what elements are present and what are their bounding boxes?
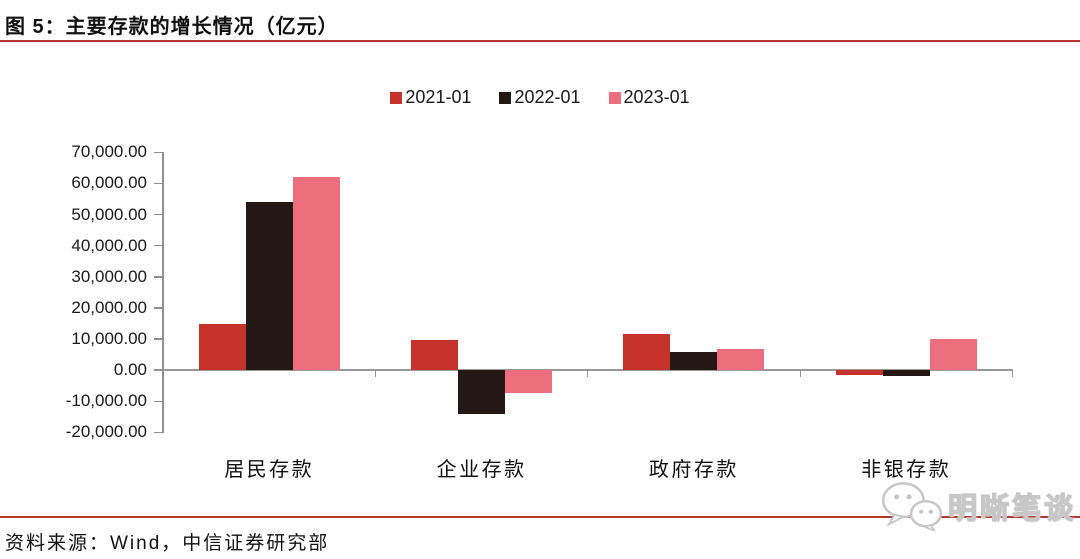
x-axis-boundary-tick xyxy=(1011,370,1014,378)
x-axis-boundary-tick xyxy=(799,370,801,378)
source-note: 资料来源：Wind，中信证券研究部 xyxy=(5,533,330,554)
top-divider-line xyxy=(0,40,1080,42)
bar-居民存款-2023-01 xyxy=(292,177,340,371)
bar-政府存款-2023-01 xyxy=(717,349,765,371)
x-axis-label-企业存款: 企业存款 xyxy=(436,459,527,481)
y-axis-tick-mark xyxy=(154,213,163,216)
legend-item-2023-01: 2023-01 xyxy=(608,87,690,108)
legend-swatch-2023-01 xyxy=(608,91,621,104)
x-axis-boundary-tick xyxy=(587,370,589,378)
legend-label-2023-01: 2023-01 xyxy=(623,87,690,107)
legend-item-2022-01: 2022-01 xyxy=(499,87,581,108)
y-axis-tick-label: 50,000.00 xyxy=(71,204,147,224)
y-axis-tick-mark xyxy=(154,244,163,247)
y-axis-tick-label: -20,000.00 xyxy=(65,422,147,442)
y-axis-tick-mark xyxy=(154,151,163,154)
bar-企业存款-2023-01 xyxy=(505,370,553,393)
y-axis-line xyxy=(162,152,164,433)
y-axis-tick-label: 40,000.00 xyxy=(71,235,147,255)
bar-政府存款-2021-01 xyxy=(623,333,671,371)
y-axis-tick-label: 60,000.00 xyxy=(71,173,147,193)
bar-非银存款-2023-01 xyxy=(929,338,977,371)
y-axis-tick-label: 0.00 xyxy=(113,360,147,380)
bar-居民存款-2022-01 xyxy=(245,201,293,371)
y-axis-tick-label: 10,000.00 xyxy=(71,329,147,349)
watermark-text: 明晰笔谈 xyxy=(947,492,1077,525)
y-axis-tick-mark xyxy=(154,276,163,278)
y-axis-tick-mark xyxy=(154,369,163,371)
y-axis-tick-mark xyxy=(154,400,163,403)
y-axis-tick-mark xyxy=(154,338,163,340)
y-axis-tick-label: 20,000.00 xyxy=(71,297,147,317)
y-axis-tick-label: 70,000.00 xyxy=(71,142,147,162)
watermark: 明晰笔谈 xyxy=(880,481,1076,531)
bar-政府存款-2022-01 xyxy=(670,352,718,371)
chart-legend: 2021-01 2022-01 2023-01 xyxy=(0,87,1080,108)
legend-swatch-2021-01 xyxy=(390,91,403,104)
legend-label-2022-01: 2022-01 xyxy=(514,87,581,107)
y-axis-tick-mark xyxy=(154,431,163,434)
wechat-icon xyxy=(881,482,943,531)
legend-item-2021-01: 2021-01 xyxy=(390,87,471,108)
y-axis-tick-label: 30,000.00 xyxy=(71,266,147,286)
bar-企业存款-2021-01 xyxy=(411,340,459,371)
x-axis-label-非银存款: 非银存款 xyxy=(861,459,952,481)
bar-非银存款-2022-01 xyxy=(882,370,930,377)
bar-非银存款-2021-01 xyxy=(835,370,883,376)
y-axis-tick-mark xyxy=(154,182,163,185)
legend-swatch-2022-01 xyxy=(499,91,512,104)
bar-企业存款-2022-01 xyxy=(458,370,506,414)
legend-label-2021-01: 2021-01 xyxy=(405,87,472,107)
zero-baseline xyxy=(163,369,1013,371)
x-axis-label-居民存款: 居民存款 xyxy=(224,459,315,481)
x-axis-label-政府存款: 政府存款 xyxy=(648,459,739,481)
y-axis-tick-mark xyxy=(154,307,163,309)
figure-title: 图 5：主要存款的增长情况（亿元） xyxy=(5,16,339,38)
bar-居民存款-2021-01 xyxy=(198,324,246,371)
x-axis-boundary-tick xyxy=(374,370,377,378)
bottom-divider-line xyxy=(0,516,1080,518)
y-axis-tick-label: -10,000.00 xyxy=(65,391,147,411)
